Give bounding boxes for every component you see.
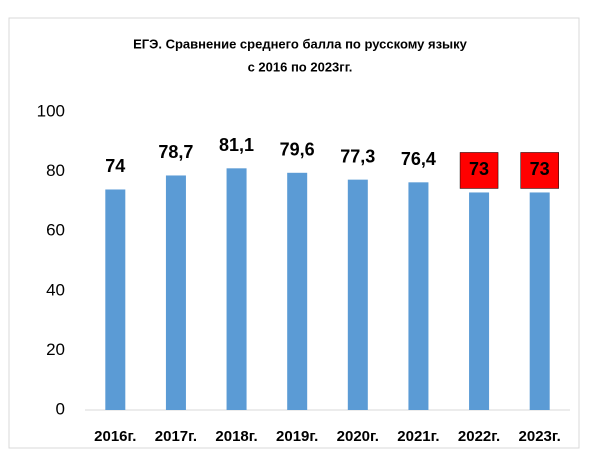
bar xyxy=(226,168,247,410)
x-tick-label: 2016г. xyxy=(94,428,136,445)
bar xyxy=(165,175,186,410)
bar xyxy=(287,172,308,410)
value-label-box xyxy=(459,152,499,189)
x-tick-label: 2019г. xyxy=(276,428,318,445)
y-tick-label: 80 xyxy=(46,161,65,180)
chart-title: ЕГЭ. Сравнение среднего балла по русском… xyxy=(133,36,468,51)
bar xyxy=(408,182,429,410)
value-label: 81,1 xyxy=(219,135,254,155)
value-label: 73 xyxy=(469,159,489,179)
bar xyxy=(469,192,490,410)
bar xyxy=(105,189,126,410)
value-label: 79,6 xyxy=(280,140,315,160)
chart-title: с 2016 по 2023гг. xyxy=(248,59,353,74)
bar xyxy=(529,192,550,410)
value-label: 74 xyxy=(105,156,125,176)
x-tick-label: 2020г. xyxy=(337,428,379,445)
value-label: 73 xyxy=(530,159,550,179)
value-label: 77,3 xyxy=(340,146,375,166)
y-tick-label: 100 xyxy=(37,101,65,120)
bar xyxy=(347,179,368,410)
value-label-box xyxy=(520,152,559,189)
value-label: 76,4 xyxy=(401,149,436,169)
value-label: 78,7 xyxy=(158,142,193,162)
x-tick-label: 2017г. xyxy=(155,428,197,445)
x-tick-label: 2021г. xyxy=(397,428,439,445)
x-tick-label: 2023г. xyxy=(519,428,561,445)
y-tick-label: 0 xyxy=(56,399,65,418)
y-tick-label: 40 xyxy=(46,280,65,299)
x-tick-label: 2022г. xyxy=(458,428,500,445)
x-tick-label: 2018г. xyxy=(215,428,257,445)
y-tick-label: 60 xyxy=(46,221,65,240)
y-tick-label: 20 xyxy=(46,340,65,359)
